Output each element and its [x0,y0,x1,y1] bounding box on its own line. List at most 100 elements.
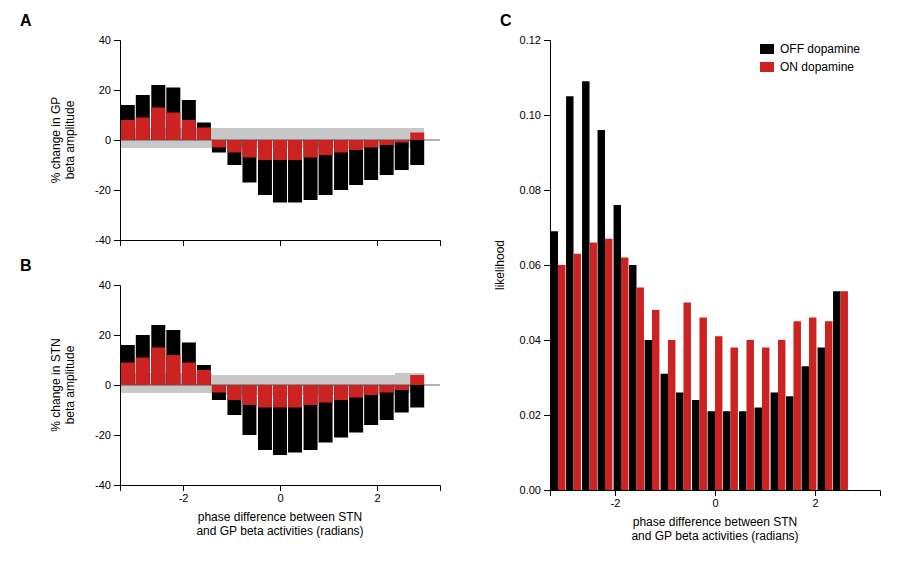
tick-mark [544,415,550,416]
y-axis: -40-2002040 [95,34,120,246]
tick-mark [114,40,120,41]
band-cell [380,128,395,148]
bar [380,140,394,145]
tick: 0.04 [520,334,550,346]
bar [304,140,318,200]
bar [288,385,302,408]
tick-mark [377,485,378,491]
bar [166,113,180,141]
tick: 0.06 [520,259,550,271]
tick [183,240,184,246]
bar-series [121,85,424,203]
bar [242,140,256,183]
tick: 20 [99,329,120,341]
legend-label: ON dopamine [780,60,854,74]
bar [715,336,722,490]
bar [288,140,302,160]
tick-mark [544,265,550,266]
band [121,373,424,396]
tick: 0 [277,485,283,504]
tick: -40 [95,479,120,491]
bar [598,130,605,490]
tick: -40 [95,234,120,246]
tick-label: -2 [611,497,621,509]
bar [629,265,636,490]
tick-label: 0 [277,492,283,504]
bar [364,385,378,425]
axis-line [551,491,881,497]
tick-label: 0.00 [520,484,541,496]
bar-series [121,108,424,161]
y-axis: -40-2002040 [95,279,120,491]
band-cell [364,375,380,395]
tick-mark [615,490,616,496]
band-cell [364,128,380,148]
tick-mark [544,490,550,491]
panel-title: C [500,12,512,29]
bar [334,140,348,190]
tick-label: 0.08 [520,184,541,196]
bar [762,348,769,491]
bar [212,140,226,153]
bar [802,366,809,490]
figure: -40-2002040% change in GPbeta amplitudeA… [0,0,900,570]
legend-swatch [760,62,774,72]
plot-area [120,325,440,455]
tick: 0.08 [520,184,550,196]
legend-item: ON dopamine [760,60,854,74]
y-axis-title: likelihood [493,240,507,290]
bar [605,239,612,490]
bar [590,243,597,491]
bar [380,385,394,393]
bar [242,385,256,435]
tick: 0.00 [520,484,550,496]
panel-title: A [20,12,32,29]
bar [825,321,832,490]
legend-swatch [760,44,774,54]
band-cell [197,128,212,148]
tick-label: 20 [99,329,111,341]
tick [377,240,378,246]
bar [349,385,363,433]
bar [273,140,287,203]
bar [395,140,409,143]
tick: 0.12 [520,34,550,46]
bar [637,288,644,491]
bar [334,385,348,438]
band-cell [212,375,228,395]
band-cell [212,128,228,148]
axis-line [114,286,121,486]
bar [319,140,333,155]
bar [182,120,196,140]
axis-line [121,241,441,247]
tick-mark [377,240,378,246]
tick: -2 [611,490,621,509]
bar [410,375,424,385]
bar-series [121,348,424,408]
bar [136,118,150,141]
bar [723,411,730,490]
bar [166,330,180,385]
x-axis-title: phase difference between STNand GP beta … [196,510,363,538]
bar [151,348,165,386]
tick: 0.02 [520,409,550,421]
bar [121,105,135,140]
tick-mark [544,40,550,41]
tick: 40 [99,279,120,291]
bar [227,140,241,153]
bar [786,396,793,490]
bar [227,385,241,400]
tick: -20 [95,184,120,196]
tick-label: -2 [179,492,189,504]
tick-label: -20 [95,184,111,196]
bar-series [551,81,841,490]
tick-label: -40 [95,234,111,246]
panel: -2020.000.020.040.060.080.100.12likeliho… [493,12,881,543]
tick-label: -40 [95,479,111,491]
bar [227,140,241,165]
tick-mark [114,335,120,336]
tick-mark [114,285,120,286]
band [121,128,424,148]
x-axis: -202 [551,490,881,509]
bar [151,108,165,141]
